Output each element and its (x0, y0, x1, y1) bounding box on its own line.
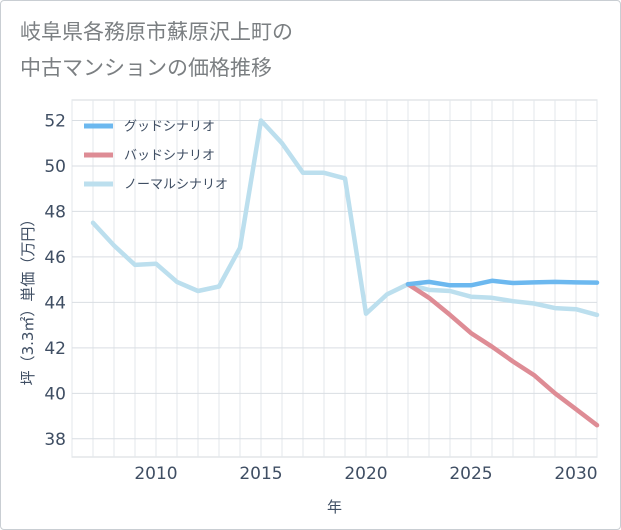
legend-label: バッドシナリオ (124, 149, 215, 164)
y-tick-label: 52 (44, 111, 66, 131)
series-line-2 (90, 118, 600, 318)
chart-title-line1: 岐阜県各務原市蘇原沢上町の (20, 20, 293, 44)
x-tick-label: 2025 (449, 464, 492, 484)
x-tick-label: 2010 (134, 464, 177, 484)
series-line-0 (405, 278, 600, 288)
grid (71, 99, 598, 458)
chart-title-line2: 中古マンションの価格推移 (20, 56, 272, 80)
y-axis-label: 坪（3.3㎡）単価（万円） (19, 212, 37, 386)
x-tick-label: 2015 (239, 464, 282, 484)
series-lines (90, 118, 600, 428)
y-tick-label: 40 (44, 384, 66, 404)
legend-label: グッドシナリオ (124, 120, 215, 135)
y-tick-label: 44 (44, 293, 66, 313)
y-tick-label: 46 (44, 248, 66, 268)
x-tick-label: 2020 (344, 464, 387, 484)
axes: 2010 2015 2020 2025 2030 38 40 42 44 46 48 50 52 (44, 111, 597, 484)
y-tick-label: 50 (44, 157, 66, 177)
series-line-1 (405, 281, 600, 428)
x-tick-label: 2030 (554, 464, 597, 484)
y-tick-label: 38 (44, 430, 66, 450)
y-tick-label: 48 (44, 202, 66, 222)
x-axis-label: 年 (327, 498, 342, 516)
y-tick-label: 42 (44, 339, 66, 359)
legend-label: ノーマルシナリオ (124, 178, 228, 193)
chart-title: 岐阜県各務原市蘇原沢上町の 中古マンションの価格推移 (20, 14, 293, 86)
